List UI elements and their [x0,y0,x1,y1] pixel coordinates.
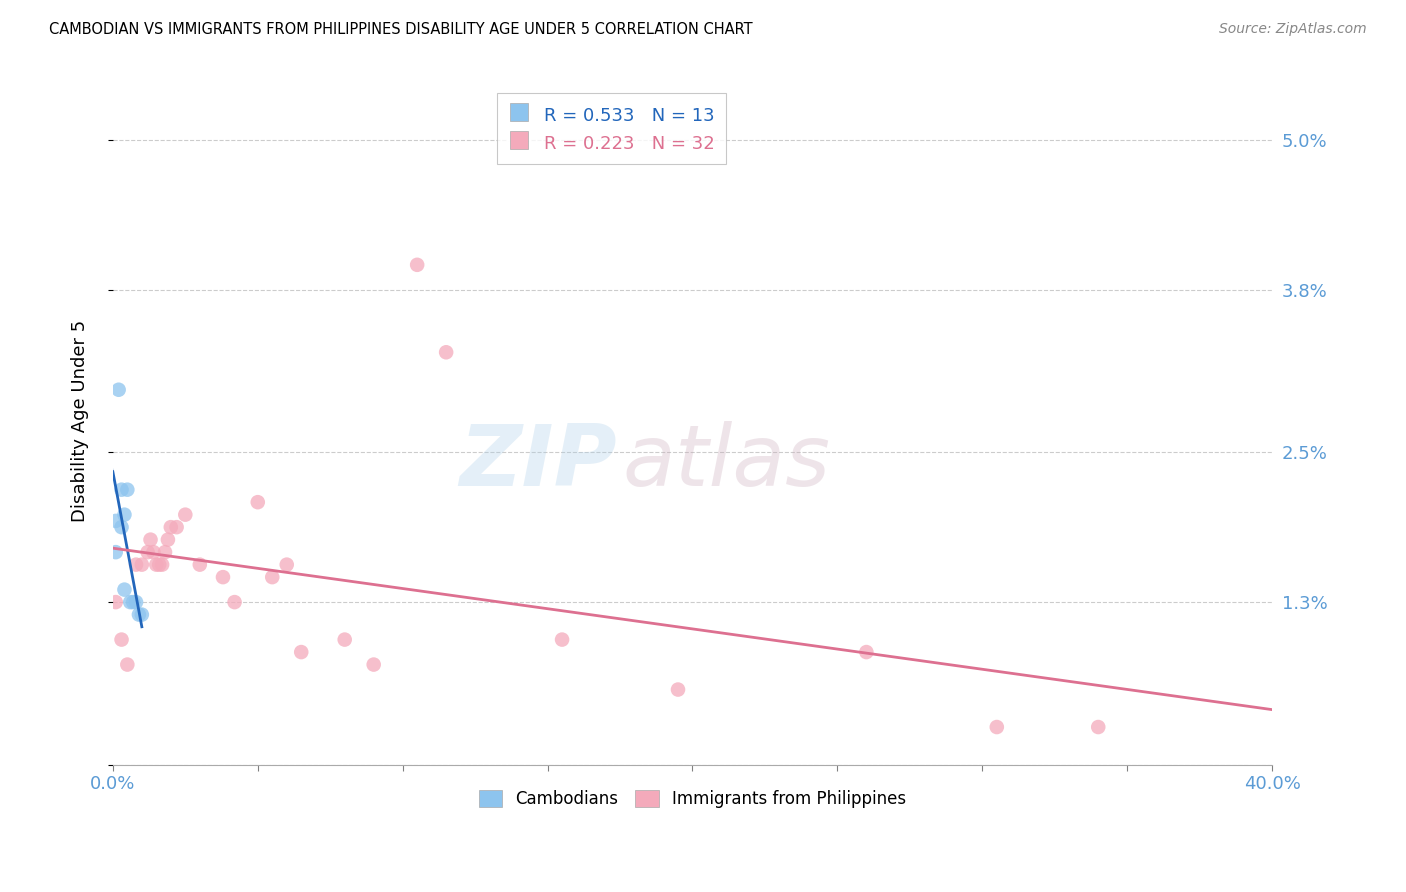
Point [150,558,173,572]
Point [666,682,689,697]
Point [117,657,139,672]
Point [212,570,235,584]
Text: Source: ZipAtlas.com: Source: ZipAtlas.com [1219,22,1367,37]
Point [153,545,176,559]
Point [333,632,356,647]
Point [1087,720,1109,734]
Point [114,582,136,597]
Point [290,645,312,659]
Point [120,595,142,609]
Text: atlas: atlas [623,421,831,504]
Point [986,720,1008,734]
Point [188,558,211,572]
Y-axis label: Disability Age Under 5: Disability Age Under 5 [72,320,89,522]
Point [855,645,877,659]
Point [166,520,188,534]
Point [142,545,165,559]
Point [148,558,170,572]
Point [406,258,429,272]
Legend: Cambodians, Immigrants from Philippines: Cambodians, Immigrants from Philippines [472,783,912,814]
Point [110,483,132,497]
Point [131,607,153,622]
Point [136,545,159,559]
Point [104,514,127,528]
Point [262,570,284,584]
Point [551,632,574,647]
Point [122,595,145,609]
Point [110,520,132,534]
Point [125,595,148,609]
Point [107,383,129,397]
Point [246,495,269,509]
Point [125,558,148,572]
Text: CAMBODIAN VS IMMIGRANTS FROM PHILIPPINES DISABILITY AGE UNDER 5 CORRELATION CHAR: CAMBODIAN VS IMMIGRANTS FROM PHILIPPINES… [49,22,752,37]
Point [131,558,153,572]
Point [145,558,167,572]
Point [174,508,197,522]
Point [104,595,127,609]
Point [128,607,150,622]
Point [363,657,385,672]
Point [224,595,246,609]
Point [159,520,181,534]
Text: ZIP: ZIP [460,421,617,504]
Point [114,508,136,522]
Point [156,533,179,547]
Point [276,558,298,572]
Point [139,533,162,547]
Point [117,483,139,497]
Point [110,632,132,647]
Point [104,545,127,559]
Point [434,345,457,359]
